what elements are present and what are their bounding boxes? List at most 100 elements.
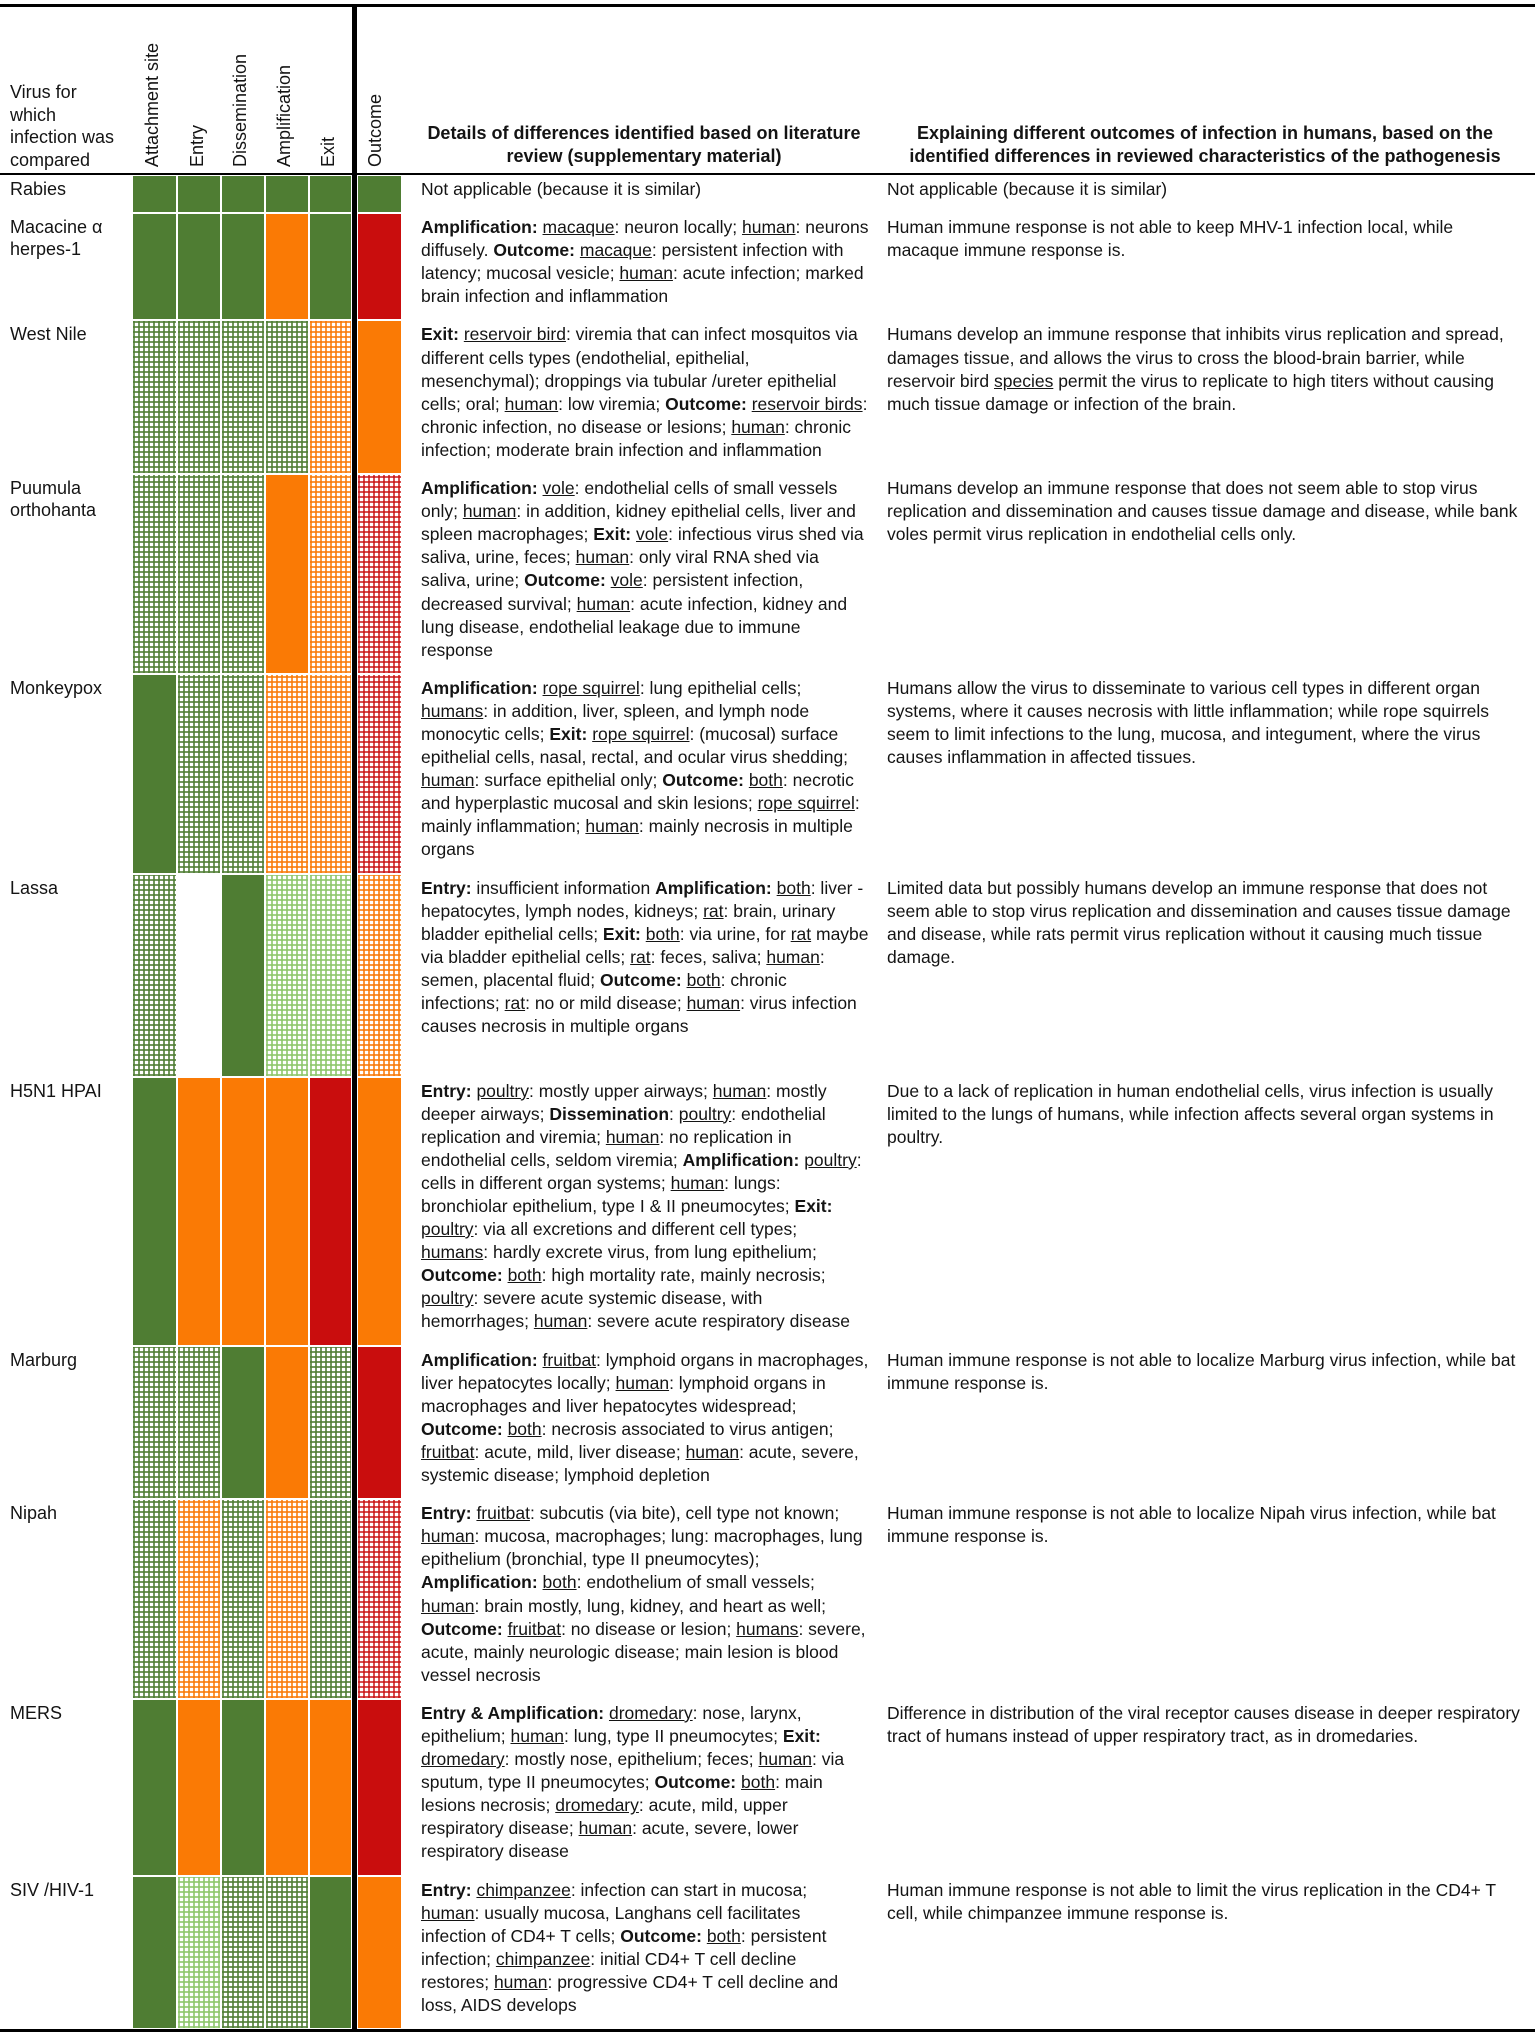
column-header-attachment-site: Attachment site [142, 42, 162, 167]
stage-cell-attachment-site [133, 1077, 176, 1345]
spacer [403, 213, 411, 320]
details-text: Amplification: macaque: neuron locally; … [421, 217, 869, 307]
explaining-text: Humans allow the virus to disseminate to… [887, 677, 1490, 768]
details-text: Not applicable (because it is similar) [421, 179, 702, 199]
explaining-text: Human immune response is not able to loc… [887, 1503, 1496, 1547]
stage-cell-exit [310, 321, 351, 474]
spacer [403, 175, 411, 213]
stage-cell-dissemination [222, 674, 264, 873]
spacer [873, 1346, 887, 1500]
stage-cell-outcome [358, 1077, 401, 1345]
virus-name: Lassa [10, 877, 59, 898]
details-text: Entry: insufficient information Amplific… [421, 877, 869, 1037]
explaining-text: Limited data but possibly humans develop… [887, 877, 1511, 967]
table-body: Rabies Not applicable (because it is simi… [0, 175, 1535, 2029]
stage-cell-exit [310, 1500, 351, 1698]
stage-cell-outcome [358, 1699, 401, 1875]
virus-row: Lassa Entry: insufficient information Amp… [0, 874, 1535, 1077]
virus-name: Macacine α herpes-1 [10, 217, 103, 259]
virus-row: Rabies Not applicable (because it is simi… [0, 175, 1535, 213]
stage-cell-dissemination [222, 1876, 264, 2029]
stage-cell-exit [310, 176, 351, 213]
stage-cell-amplification [266, 1346, 308, 1499]
stage-cell-amplification [266, 1876, 308, 2029]
explaining-text: Humans develop an immune response that d… [887, 478, 1518, 545]
spacer [403, 1077, 411, 1346]
stage-cell-attachment-site [133, 674, 176, 873]
explaining-column-header: Explaining different outcomes of infecti… [909, 123, 1501, 166]
stage-cell-amplification [266, 176, 308, 213]
virus-name: West Nile [10, 324, 87, 345]
stage-cell-dissemination [222, 321, 264, 474]
stage-cell-entry [178, 176, 220, 213]
stage-cell-amplification [266, 1699, 308, 1875]
stage-cell-exit [310, 475, 351, 673]
details-text: Entry: fruitbat: subcutis (via bite), ce… [421, 1503, 866, 1685]
stage-cell-amplification [266, 874, 308, 1076]
stage-cell-entry [178, 1500, 220, 1698]
stage-cell-amplification [266, 1500, 308, 1698]
virus-name: Rabies [10, 179, 67, 199]
stage-cell-exit [310, 874, 351, 1076]
stage-cell-entry [178, 475, 220, 673]
stage-cell-entry [178, 1876, 220, 2029]
stage-cell-dissemination [222, 1500, 264, 1698]
explaining-text: Due to a lack of replication in human en… [887, 1080, 1494, 1147]
stage-cell-outcome [358, 214, 401, 320]
spacer [873, 1499, 887, 1699]
stage-cell-attachment-site [133, 321, 176, 474]
stage-cell-entry [178, 321, 220, 474]
details-text: Entry: poultry: mostly upper airways; hu… [421, 1080, 862, 1332]
virus-row: Puumula orthohanta Amplification: vole: e… [0, 474, 1535, 674]
stage-cell-dissemination [222, 214, 264, 320]
explaining-text: Humans develop an immune response that i… [887, 324, 1504, 414]
explaining-text: Human immune response is not able to loc… [887, 1349, 1516, 1393]
spacer [403, 674, 411, 874]
spacer [873, 874, 887, 1077]
spacer [873, 213, 887, 320]
explaining-text: Human immune response is not able to kee… [887, 217, 1454, 261]
virus-row: MERS Entry & Amplification: dromedary: no… [0, 1699, 1535, 1876]
stage-cell-exit [310, 674, 351, 873]
virus-name: Puumula orthohanta [10, 478, 97, 520]
virus-row: West Nile Exit: reservoir bird: viremia t… [0, 320, 1535, 474]
spacer [873, 175, 887, 213]
virus-name: MERS [10, 1702, 63, 1723]
spacer [403, 874, 411, 1077]
stage-cell-exit [310, 1876, 351, 2029]
virus-row: Nipah Entry: fruitbat: subcutis (via bite… [0, 1499, 1535, 1699]
stage-cell-attachment-site [133, 214, 176, 320]
stage-cell-attachment-site [133, 1876, 176, 2029]
virus-row: Monkeypox Amplification: rope squirrel: l… [0, 674, 1535, 874]
stage-cell-attachment-site [133, 1699, 176, 1875]
column-header-entry: Entry [187, 124, 207, 167]
stage-cell-exit [310, 214, 351, 320]
stage-cell-exit [310, 1077, 351, 1345]
stage-cell-entry [178, 1699, 220, 1875]
column-header-outcome: Outcome [365, 93, 385, 167]
spacer [873, 474, 887, 674]
stage-cell-entry [178, 214, 220, 320]
spacer [873, 674, 887, 874]
spacer [403, 1346, 411, 1500]
stage-cell-dissemination [222, 1346, 264, 1499]
table-top-border [0, 4, 1535, 7]
spacer [403, 1699, 411, 1876]
explaining-text: Human immune response is not able to lim… [887, 1879, 1496, 1923]
stage-cell-attachment-site [133, 874, 176, 1076]
spacer [403, 1499, 411, 1699]
details-text: Amplification: vole: endothelial cells o… [421, 478, 864, 660]
spacer [873, 1077, 887, 1346]
stage-cell-attachment-site [133, 475, 176, 673]
stage-cell-entry [178, 1077, 220, 1345]
stage-cell-amplification [266, 214, 308, 320]
virus-row: H5N1 HPAI Entry: poultry: mostly upper ai… [0, 1077, 1535, 1346]
spacer [403, 1876, 411, 2030]
stage-cell-entry [178, 874, 220, 1076]
stage-cell-outcome [358, 475, 401, 673]
spacer [403, 474, 411, 674]
spacer [873, 1876, 887, 2030]
stage-cell-outcome [358, 1500, 401, 1698]
stage-cell-outcome [358, 1346, 401, 1499]
